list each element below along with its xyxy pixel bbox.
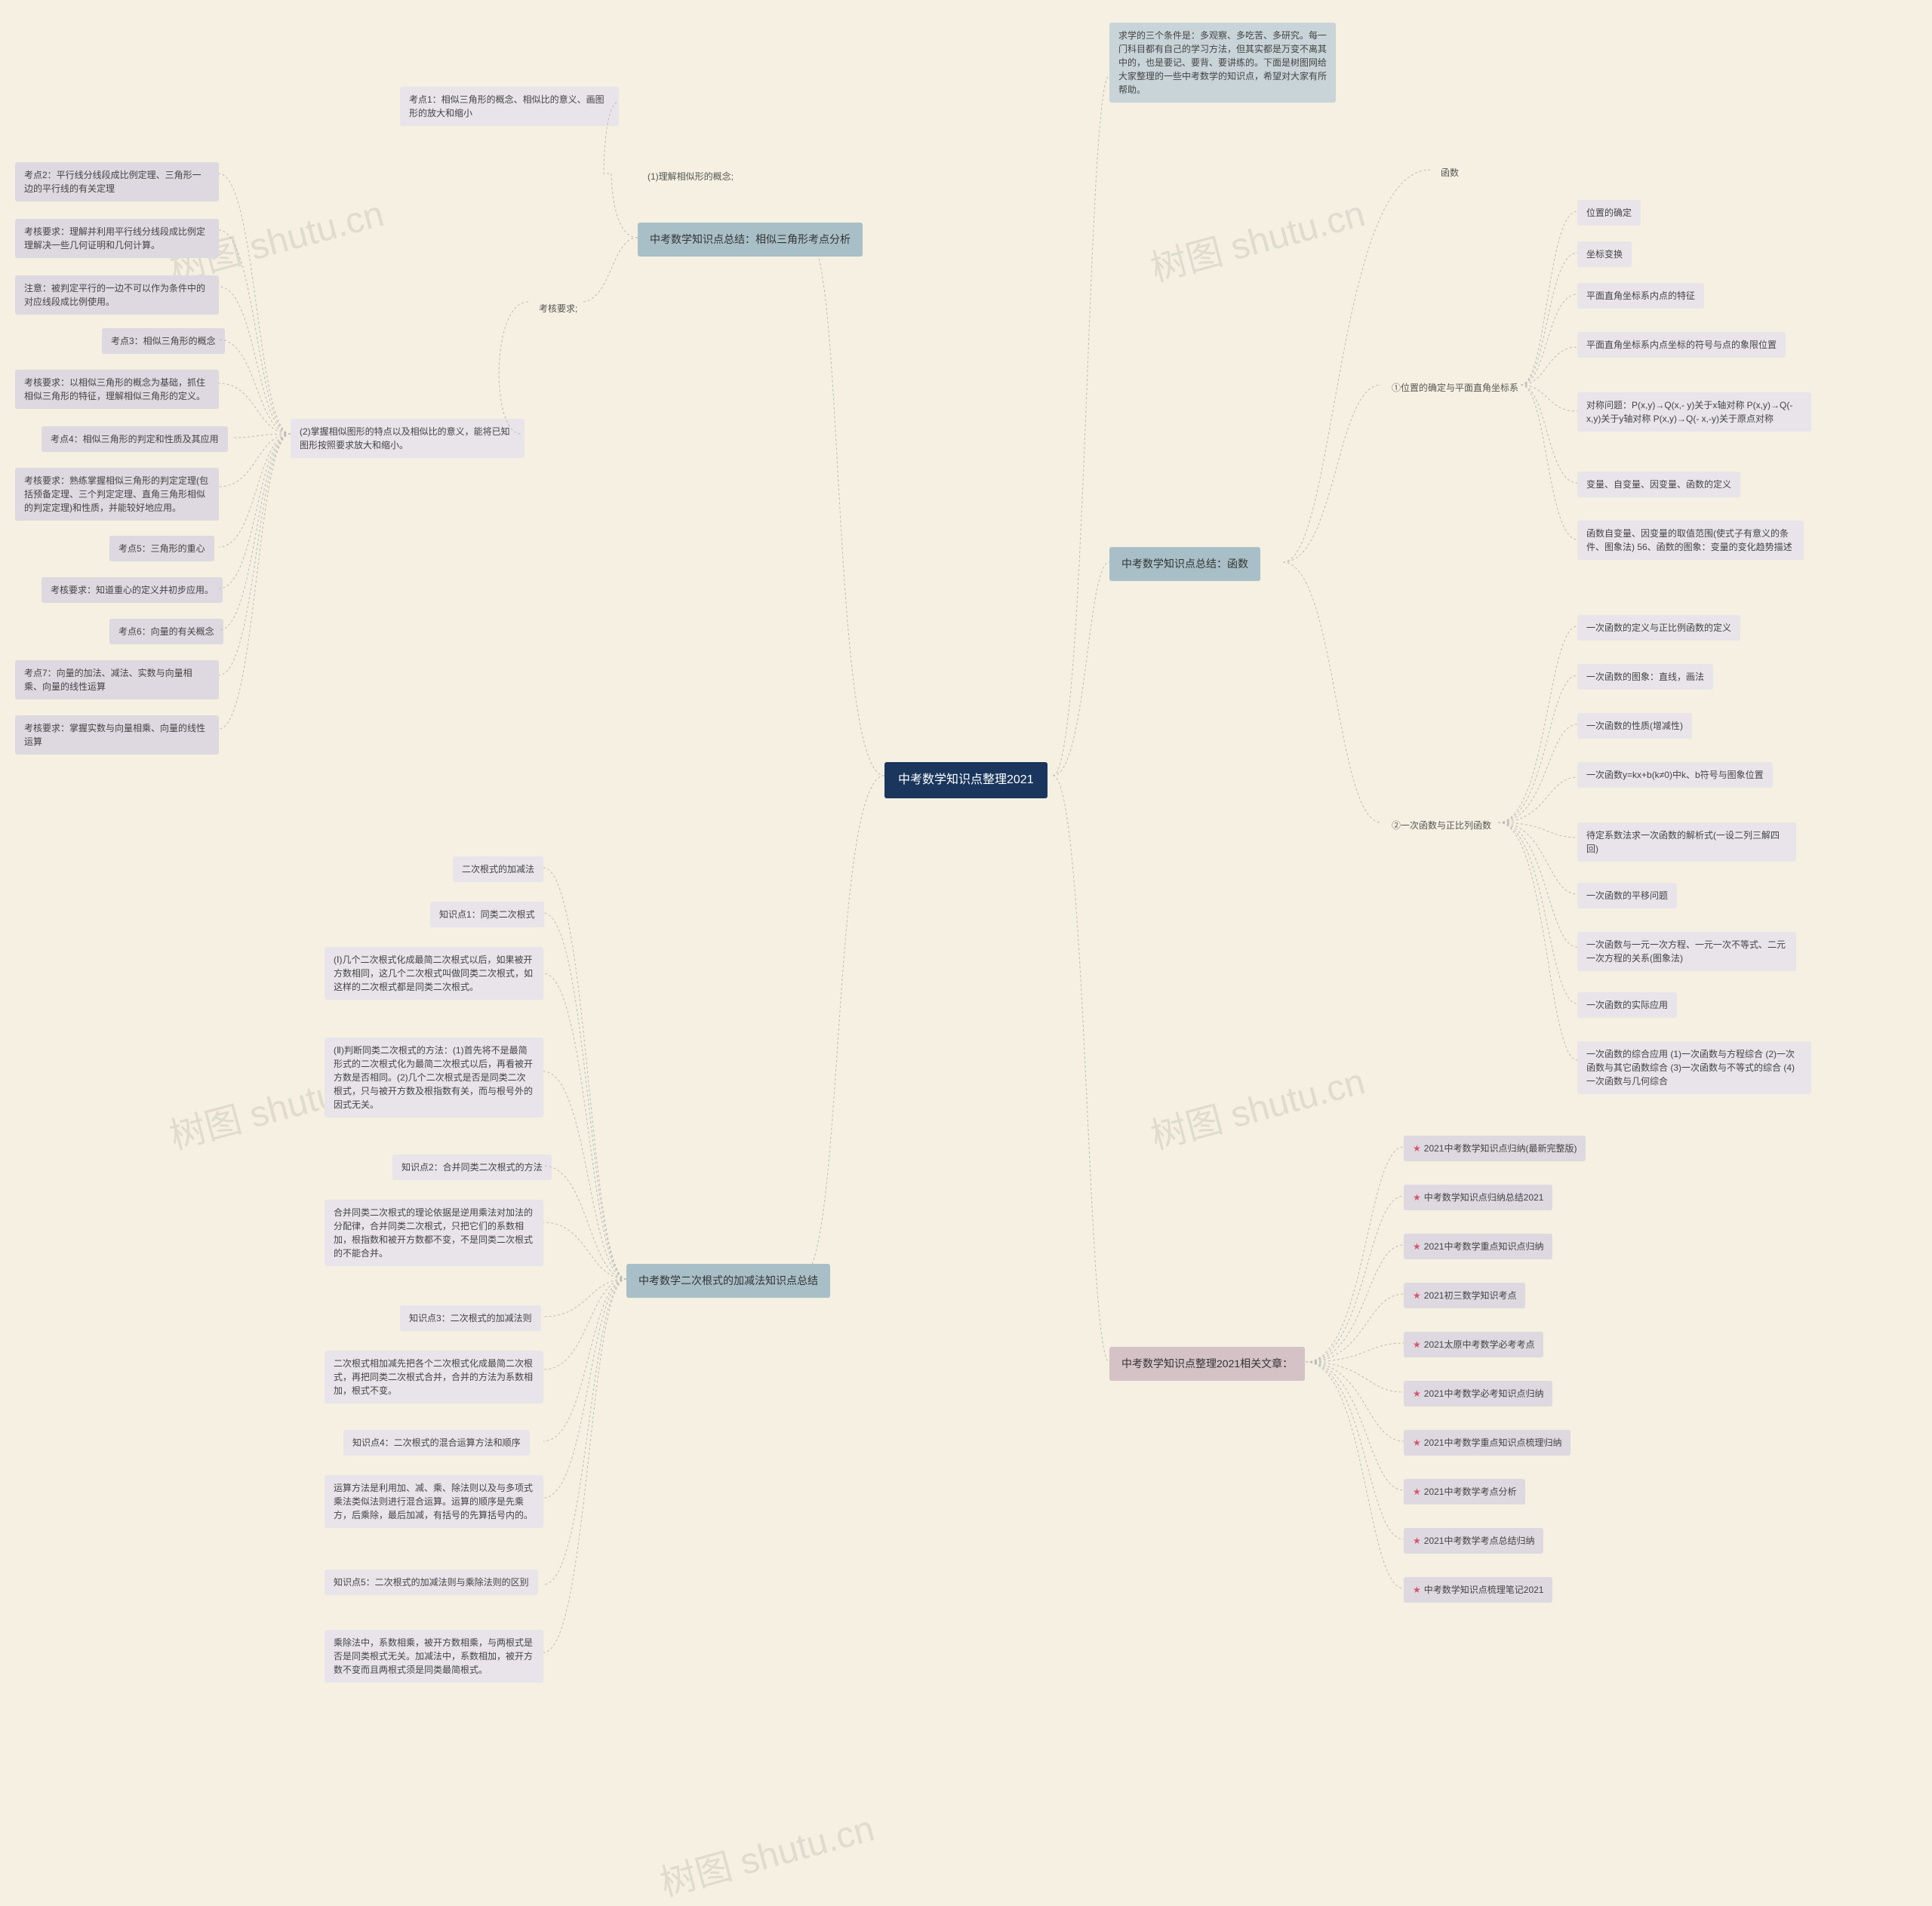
kp1: 考点1：相似三角形的概念、相似比的意义、画图形的放大和缩小 bbox=[400, 87, 619, 126]
related-item: ★2021中考数学必考知识点归纳 bbox=[1404, 1381, 1552, 1406]
kp4: 考点4：相似三角形的判定和性质及其应用 bbox=[42, 426, 228, 452]
r6: 知识点5：二次根式的加减法则与乘除法则的区别 bbox=[325, 1569, 538, 1595]
s2d: 一次函数y=kx+b(k≠0)中k、b符号与图象位置 bbox=[1577, 762, 1773, 788]
related-item: ★中考数学知识点归纳总结2021 bbox=[1404, 1185, 1552, 1210]
related-item: ★2021中考数学重点知识点归纳 bbox=[1404, 1234, 1552, 1259]
r4: 知识点3：二次根式的加减法则 bbox=[400, 1305, 541, 1331]
s2g: 一次函数与一元一次方程、一元一次不等式、二元一次方程的关系(图象法) bbox=[1577, 932, 1796, 971]
sec2-title: ②一次函数与正比列函数 bbox=[1381, 811, 1502, 840]
s1f: 变量、自变量、因变量、函数的定义 bbox=[1577, 472, 1740, 497]
branch-function: 中考数学知识点总结：函数 bbox=[1109, 547, 1260, 581]
s1c: 平面直角坐标系内点的特征 bbox=[1577, 283, 1704, 309]
branch-radical: 中考数学二次根式的加减法知识点总结 bbox=[626, 1264, 830, 1298]
s1a: 位置的确定 bbox=[1577, 200, 1641, 226]
r5a: 运算方法是利用加、减、乘、除法则以及与多项式乘法类似法则进行混合运算。运算的顺序… bbox=[325, 1475, 543, 1528]
kp5: 考点5：三角形的重心 bbox=[109, 536, 214, 561]
watermark: 树图 shutu.cn bbox=[654, 1799, 879, 1906]
func-label: 函数 bbox=[1430, 158, 1469, 187]
s2e: 待定系数法求一次函数的解析式(一设二列三解四回) bbox=[1577, 822, 1796, 862]
kp6: 考点6：向量的有关概念 bbox=[109, 619, 223, 644]
kp4-req: 考核要求：熟练掌握相似三角形的判定定理(包括预备定理、三个判定定理、直角三角形相… bbox=[15, 468, 219, 521]
s2c: 一次函数的性质(增减性) bbox=[1577, 713, 1692, 739]
r1: 二次根式的加减法 bbox=[453, 856, 543, 882]
s1b: 坐标变换 bbox=[1577, 241, 1632, 267]
sec1-title: ①位置的确定与平面直角坐标系 bbox=[1381, 374, 1529, 402]
s2b: 一次函数的图象：直线，画法 bbox=[1577, 664, 1713, 690]
kp2-note: 注意：被判定平行的一边不可以作为条件中的对应线段成比例使用。 bbox=[15, 275, 219, 315]
r2b: (Ⅱ)判断同类二次根式的方法：(1)首先将不是最简形式的二次根式化为最简二次根式… bbox=[325, 1038, 543, 1117]
r5: 知识点4：二次根式的混合运算方法和顺序 bbox=[343, 1430, 530, 1456]
root-node: 中考数学知识点整理2021 bbox=[884, 762, 1048, 798]
intro-text: 求学的三个条件是：多观察、多吃苦、多研究。每一门科目都有自己的学习方法，但其实都… bbox=[1109, 23, 1336, 103]
s1g: 函数自变量、因变量的取值范围(使式子有意义的条件、图象法) 56、函数的图象：变… bbox=[1577, 521, 1804, 560]
s1d: 平面直角坐标系内点坐标的符号与点的象限位置 bbox=[1577, 332, 1786, 358]
s2f: 一次函数的平移问题 bbox=[1577, 883, 1677, 908]
related-item: ★2021初三数学知识考点 bbox=[1404, 1283, 1525, 1308]
kp2: 考点2：平行线分线段成比例定理、三角形一边的平行线的有关定理 bbox=[15, 162, 219, 201]
branch-related: 中考数学知识点整理2021相关文章： bbox=[1109, 1347, 1305, 1381]
related-item: ★2021中考数学考点总结归纳 bbox=[1404, 1528, 1543, 1554]
r2: 知识点1：同类二次根式 bbox=[430, 902, 544, 927]
related-item: ★2021中考数学知识点归纳(最新完整版) bbox=[1404, 1136, 1586, 1161]
branch-similar: 中考数学知识点总结：相似三角形考点分析 bbox=[638, 223, 863, 257]
r4a: 二次根式相加减先把各个二次根式化成最简二次根式，再把同类二次根式合并，合并的方法… bbox=[325, 1351, 543, 1403]
r3a: 合并同类二次根式的理论依据是逆用乘法对加法的分配律，合并同类二次根式，只把它们的… bbox=[325, 1200, 543, 1266]
watermark: 树图 shutu.cn bbox=[1144, 184, 1370, 292]
kp2-req: 考核要求：理解并利用平行线分线段成比例定理解决一些几何证明和几何计算。 bbox=[15, 219, 219, 258]
understand-label: (1)理解相似形的概念; bbox=[637, 162, 744, 191]
kp3: 考点3：相似三角形的概念 bbox=[102, 328, 225, 354]
related-item: ★2021中考数学重点知识点梳理归纳 bbox=[1404, 1430, 1571, 1456]
related-item: ★2021中考数学考点分析 bbox=[1404, 1479, 1525, 1505]
s1e: 对称问题：P(x,y)→Q(x,- y)关于x轴对称 P(x,y)→Q(- x,… bbox=[1577, 392, 1811, 432]
s2h: 一次函数的实际应用 bbox=[1577, 992, 1677, 1018]
kp5-req: 考核要求：知道重心的定义并初步应用。 bbox=[42, 577, 223, 603]
r2a: (Ⅰ)几个二次根式化成最简二次根式以后，如果被开方数相同，这几个二次根式叫做同类… bbox=[325, 947, 543, 1000]
kp7-req: 考核要求：掌握实数与向量相乘、向量的线性运算 bbox=[15, 715, 219, 755]
s2i: 一次函数的综合应用 (1)一次函数与方程综合 (2)一次函数与其它函数综合 (3… bbox=[1577, 1041, 1811, 1094]
r6a: 乘除法中，系数相乘，被开方数相乘，与两根式是否是同类根式无关。加减法中，系数相加… bbox=[325, 1630, 543, 1683]
r3: 知识点2：合并同类二次根式的方法 bbox=[392, 1154, 552, 1180]
related-item: ★2021太原中考数学必考考点 bbox=[1404, 1332, 1543, 1357]
kp3-req: 考核要求：以相似三角形的概念为基础，抓住相似三角形的特征，理解相似三角形的定义。 bbox=[15, 370, 219, 409]
master-label: (2)掌握相似图形的特点以及相似比的意义，能将已知图形按照要求放大和缩小。 bbox=[291, 419, 525, 458]
kp7: 考点7：向量的加法、减法、实数与向量相乘、向量的线性运算 bbox=[15, 660, 219, 699]
watermark: 树图 shutu.cn bbox=[1144, 1052, 1370, 1160]
s2a: 一次函数的定义与正比例函数的定义 bbox=[1577, 615, 1740, 641]
related-item: ★中考数学知识点梳理笔记2021 bbox=[1404, 1577, 1552, 1603]
req-label: 考核要求; bbox=[528, 294, 588, 323]
